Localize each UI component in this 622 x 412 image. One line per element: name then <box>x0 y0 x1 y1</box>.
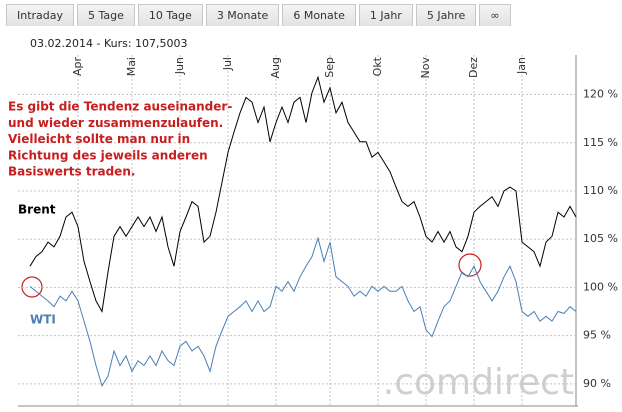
x-tick-label: Aug <box>269 57 282 78</box>
y-tick-label: 110 % <box>583 184 618 197</box>
tab[interactable]: 5 Tage <box>77 4 135 26</box>
x-tick-label: Jan <box>515 57 528 75</box>
y-tick-label: 95 % <box>583 329 611 342</box>
x-tick-label: Sep <box>323 57 336 78</box>
tab[interactable]: 6 Monate <box>282 4 356 26</box>
y-tick-label: 100 % <box>583 280 618 293</box>
tab[interactable]: 5 Jahre <box>415 4 477 26</box>
x-tick-label: Jul <box>221 57 234 71</box>
tab-bar: Intraday 5 Tage 10 Tage 3 Monate 6 Monate 1 J… <box>6 4 511 26</box>
series-line <box>29 236 577 388</box>
x-tick-label: Okt <box>371 56 384 76</box>
tab[interactable]: 3 Monate <box>205 4 280 26</box>
y-tick-label: 115 % <box>583 136 618 149</box>
watermark: .comdirect <box>383 362 574 403</box>
annotation: Basiswerts traden. <box>8 165 135 179</box>
x-tick-label: Dez <box>467 57 480 78</box>
series-line <box>29 75 577 314</box>
x-tick-label: Mai <box>125 57 138 76</box>
tab[interactable]: 10 Tage <box>137 4 203 26</box>
y-tick-label: 120 % <box>583 88 618 101</box>
chart-subtitle: 03.02.2014 - Kurs: 107,5003 <box>30 37 188 50</box>
x-tick-label: Nov <box>419 57 432 79</box>
tab[interactable]: Intraday <box>6 4 75 26</box>
tab[interactable]: ∞ <box>479 4 511 26</box>
legend-label: Brent <box>18 203 56 217</box>
x-tick-label: Apr <box>71 57 84 77</box>
tab[interactable]: 1 Jahr <box>358 4 413 26</box>
legend-label: WTI <box>30 313 56 327</box>
annotation: Es gibt die Tendenz auseinander- <box>8 100 232 114</box>
x-tick-label: Jun <box>173 57 186 75</box>
annotation: und wieder zusammenzulaufen. <box>8 116 223 130</box>
annotation: Vielleicht sollte man nur in <box>8 132 190 146</box>
y-tick-label: 90 % <box>583 377 611 390</box>
y-tick-label: 105 % <box>583 232 618 245</box>
annotation: Richtung des jeweils anderen <box>8 148 208 162</box>
highlight-circle <box>458 253 482 277</box>
